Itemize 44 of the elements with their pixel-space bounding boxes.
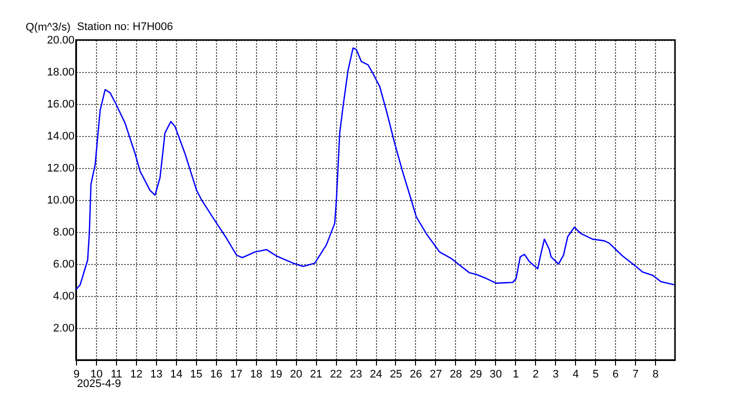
y-tick-label: 18.00 xyxy=(46,66,74,78)
x-tick-label: 16 xyxy=(210,368,222,380)
x-tick-label: 12 xyxy=(130,368,143,380)
y-tick-label: 2.00 xyxy=(53,322,74,334)
x-tick-label: 17 xyxy=(230,368,242,380)
x-tick-label: 5 xyxy=(592,368,599,380)
x-tick-label: 30 xyxy=(490,368,502,380)
y-tick-label: 4.00 xyxy=(53,290,74,302)
y-tick-label: 16.00 xyxy=(46,98,74,110)
x-tick-label: 11 xyxy=(110,368,122,380)
y-tick-label: 6.00 xyxy=(53,258,74,270)
y-tick-label: 12.00 xyxy=(46,162,74,174)
x-tick-label: 28 xyxy=(450,368,462,380)
x-tick-label: 7 xyxy=(632,368,639,380)
x-tick-label: 23 xyxy=(350,368,362,380)
y-tick-label: 14.00 xyxy=(46,130,74,142)
x-tick-label: 6 xyxy=(612,368,619,380)
x-tick-label: 13 xyxy=(150,368,162,380)
x-tick-label: 29 xyxy=(470,368,482,380)
x-tick-label: 20 xyxy=(290,368,302,380)
y-tick-label: 20.00 xyxy=(46,34,74,46)
x-tick-label: 9 xyxy=(73,368,80,380)
x-tick-label: 27 xyxy=(430,368,442,380)
x-tick-label: 10 xyxy=(90,368,103,380)
y-tick-label: 8.00 xyxy=(53,226,74,238)
x-tick-label: 2 xyxy=(532,368,539,380)
x-tick-label: 3 xyxy=(552,368,559,380)
y-tick-label: 10.00 xyxy=(46,194,74,206)
x-tick-label: 21 xyxy=(310,368,322,380)
x-tick-label: 18 xyxy=(250,368,262,380)
chart-title: Station no: H7H006 xyxy=(77,21,174,33)
x-tick-label: 15 xyxy=(190,368,202,380)
x-tick-label: 24 xyxy=(370,368,382,380)
x-tick-label: 25 xyxy=(390,368,402,380)
x-tick-label: 19 xyxy=(270,368,282,380)
line-series xyxy=(75,47,675,290)
y-axis-title: Q(m^3/s) xyxy=(26,22,70,34)
x-tick-label: 22 xyxy=(330,368,342,380)
text: 2025-4-9 xyxy=(77,378,122,390)
x-tick-label: 8 xyxy=(652,368,659,380)
x-tick-label: 4 xyxy=(572,368,579,380)
x-tick-label: 1 xyxy=(512,368,519,380)
x-tick-label: 14 xyxy=(170,368,182,380)
x-tick-label: 26 xyxy=(410,368,422,380)
